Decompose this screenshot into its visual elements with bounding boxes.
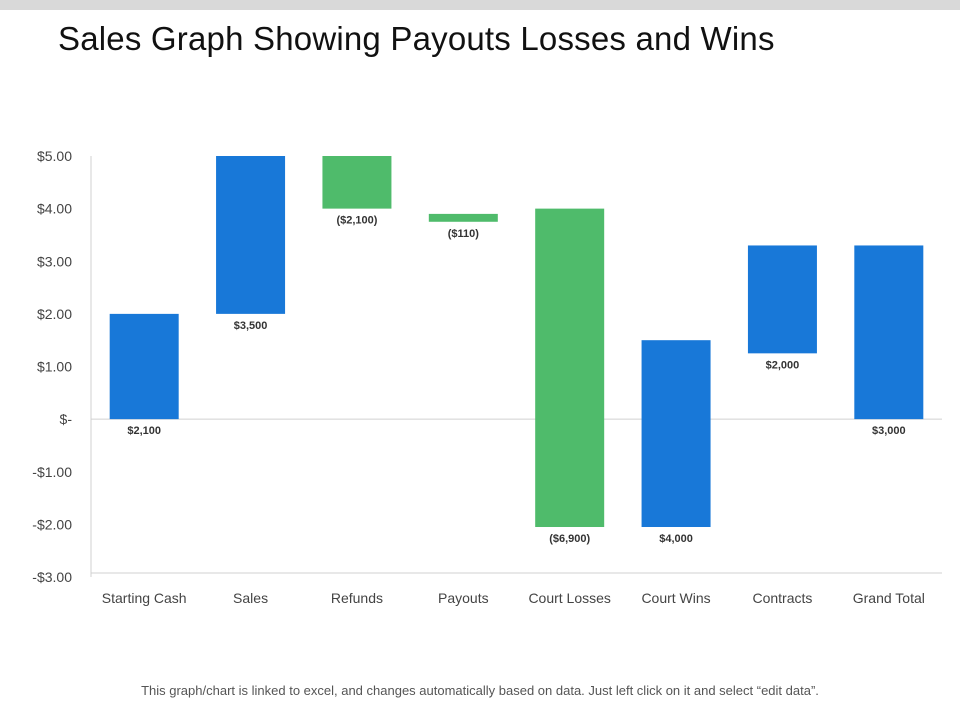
bar-increase	[641, 340, 711, 528]
bar-data-label: $3,500	[234, 320, 268, 332]
x-category-label: Contracts	[752, 590, 812, 606]
bar-increase	[854, 245, 924, 420]
top-decor-bar	[0, 0, 960, 10]
x-category-label: Grand Total	[853, 590, 925, 606]
x-category-label: Refunds	[331, 590, 383, 606]
bar-data-label: ($6,900)	[549, 533, 590, 545]
x-category-label: Sales	[233, 590, 268, 606]
bar-decrease	[535, 208, 605, 528]
footnote: This graph/chart is linked to excel, and…	[141, 683, 819, 698]
y-tick-label: -$3.00	[32, 569, 72, 585]
waterfall-chart[interactable]: $5.00 $4.00 $3.00 $2.00 $1.00 $- -$1.00 -$2.00 -…	[0, 0, 960, 680]
page-title: Sales Graph Showing Payouts Losses and W…	[58, 20, 775, 57]
y-tick-label: $1.00	[37, 359, 72, 375]
y-tick-label: $2.00	[37, 306, 72, 322]
y-tick-label: $3.00	[37, 253, 72, 269]
bar-data-label: $2,000	[766, 359, 800, 371]
x-category-label: Starting Cash	[102, 590, 187, 606]
bar-increase	[216, 156, 286, 314]
x-category-label: Court Losses	[528, 590, 610, 606]
bar-increase	[109, 313, 179, 420]
y-tick-label: $-	[60, 411, 73, 427]
bar-data-label: $3,000	[872, 425, 906, 437]
y-tick-label: $4.00	[37, 201, 72, 217]
bar-data-label: $4,000	[659, 533, 693, 545]
bar-data-label: ($2,100)	[336, 215, 377, 227]
bar-decrease	[428, 213, 498, 222]
x-category-label: Payouts	[438, 590, 489, 606]
bar-increase	[747, 245, 817, 354]
bar-data-label: ($110)	[448, 228, 480, 240]
y-tick-label: -$2.00	[32, 516, 72, 532]
y-tick-label: $5.00	[37, 148, 72, 164]
y-tick-label: -$1.00	[32, 464, 72, 480]
bar-data-label: $2,100	[127, 425, 161, 437]
x-category-label: Court Wins	[641, 590, 710, 606]
bar-decrease	[322, 156, 392, 209]
